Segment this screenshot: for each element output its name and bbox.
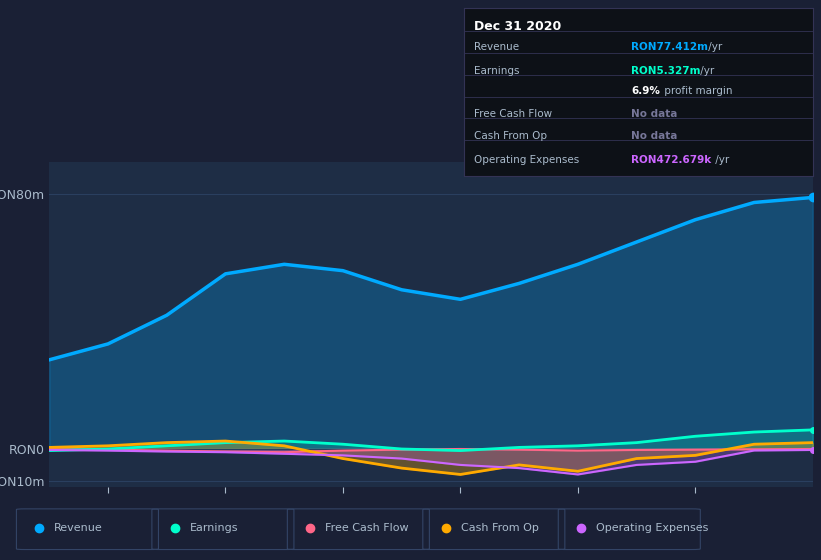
Text: No data: No data xyxy=(631,131,677,141)
Text: Revenue: Revenue xyxy=(54,523,103,533)
Text: /yr: /yr xyxy=(704,42,722,52)
Text: No data: No data xyxy=(631,109,677,119)
Text: Earnings: Earnings xyxy=(190,523,238,533)
Text: RON77.412m: RON77.412m xyxy=(631,42,709,52)
Text: Earnings: Earnings xyxy=(475,66,520,76)
Text: Operating Expenses: Operating Expenses xyxy=(475,155,580,165)
Text: Cash From Op: Cash From Op xyxy=(461,523,539,533)
Text: Operating Expenses: Operating Expenses xyxy=(596,523,709,533)
Text: Revenue: Revenue xyxy=(475,42,520,52)
Text: profit margin: profit margin xyxy=(661,86,732,96)
Text: Cash From Op: Cash From Op xyxy=(475,131,548,141)
Text: RON5.327m: RON5.327m xyxy=(631,66,701,76)
Text: /yr: /yr xyxy=(697,66,714,76)
Text: Dec 31 2020: Dec 31 2020 xyxy=(475,20,562,33)
Text: Free Cash Flow: Free Cash Flow xyxy=(325,523,409,533)
Text: 6.9%: 6.9% xyxy=(631,86,660,96)
Text: /yr: /yr xyxy=(712,155,729,165)
Text: RON472.679k: RON472.679k xyxy=(631,155,712,165)
Text: Free Cash Flow: Free Cash Flow xyxy=(475,109,553,119)
